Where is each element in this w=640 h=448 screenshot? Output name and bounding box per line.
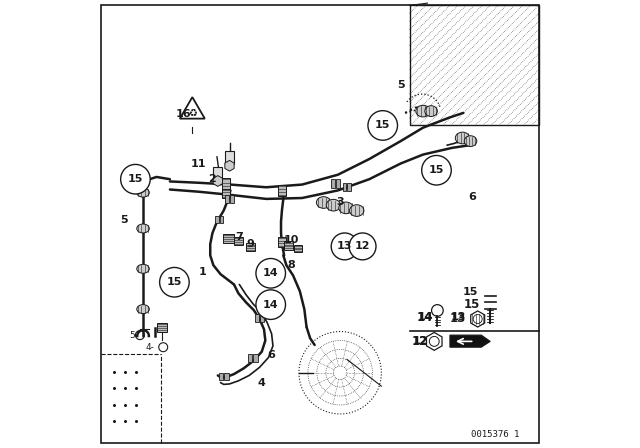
Text: 15: 15 [128,174,143,184]
Text: 7: 7 [236,233,243,242]
Bar [223,234,234,243]
Text: 14: 14 [417,312,433,322]
Text: 16: 16 [175,109,191,119]
Ellipse shape [137,224,149,233]
Text: ♻: ♻ [188,108,196,118]
Text: 2: 2 [209,174,216,184]
Bar [332,179,335,188]
Text: 3: 3 [337,197,344,207]
Bar [224,373,228,380]
Ellipse shape [137,264,149,273]
Text: 9: 9 [246,239,255,249]
Text: 5: 5 [397,80,404,90]
Text: 5-: 5- [129,331,139,340]
Bar [222,189,230,198]
Bar [255,314,259,322]
Text: 15: 15 [463,298,479,311]
Bar [225,151,234,164]
Bar [220,216,223,223]
Text: 4-: 4- [145,343,154,352]
Bar [234,237,243,245]
Text: 12: 12 [355,241,371,251]
Text: 14: 14 [263,300,278,310]
Text: 8: 8 [287,260,295,270]
Bar [248,354,252,362]
Bar [230,195,234,203]
Polygon shape [470,311,484,327]
Text: 15: 15 [462,287,478,297]
Ellipse shape [339,202,353,214]
Text: 6: 6 [267,350,275,360]
Text: 15: 15 [429,165,444,175]
Bar [278,237,286,247]
Text: 5: 5 [120,215,127,224]
Circle shape [332,233,358,260]
Ellipse shape [425,106,437,116]
Bar [410,5,539,125]
Bar [219,373,223,380]
Text: 4: 4 [258,378,266,388]
Bar [343,183,346,191]
Bar [260,314,264,322]
Text: 10: 10 [283,235,299,245]
Bar [213,167,222,179]
Ellipse shape [137,305,149,314]
Text: 13: 13 [451,312,466,322]
Bar [222,178,230,191]
Bar [278,185,286,196]
Ellipse shape [349,205,364,216]
Text: 12: 12 [412,335,428,348]
Polygon shape [450,335,490,347]
Circle shape [256,258,285,288]
Ellipse shape [137,188,149,197]
Text: 13: 13 [337,241,353,251]
Polygon shape [213,176,223,186]
Bar [253,354,258,362]
Circle shape [256,290,285,319]
Text: 0015376 1: 0015376 1 [470,430,519,439]
Bar [336,179,340,188]
Text: 1: 1 [199,267,207,277]
Bar [246,243,255,251]
Ellipse shape [316,197,331,208]
Text: 14: 14 [416,310,433,324]
Text: 11: 11 [190,159,206,168]
Text: 6: 6 [468,192,476,202]
Bar [215,216,219,223]
Text: 14: 14 [263,268,278,278]
Circle shape [349,233,376,260]
Bar [294,245,301,252]
Text: 15: 15 [375,121,390,130]
Ellipse shape [416,105,430,117]
Circle shape [368,111,397,140]
Ellipse shape [464,136,477,146]
Bar [157,323,167,332]
Polygon shape [180,97,205,119]
Ellipse shape [455,132,470,144]
Polygon shape [426,332,442,350]
Circle shape [120,164,150,194]
Text: 15: 15 [166,277,182,287]
Bar [348,183,351,191]
Polygon shape [225,160,234,171]
Circle shape [159,267,189,297]
Circle shape [422,155,451,185]
Bar [284,241,293,250]
Text: 12: 12 [413,336,429,346]
Circle shape [431,305,443,316]
Ellipse shape [326,199,340,211]
Text: 13: 13 [450,311,466,325]
Bar [225,195,228,203]
